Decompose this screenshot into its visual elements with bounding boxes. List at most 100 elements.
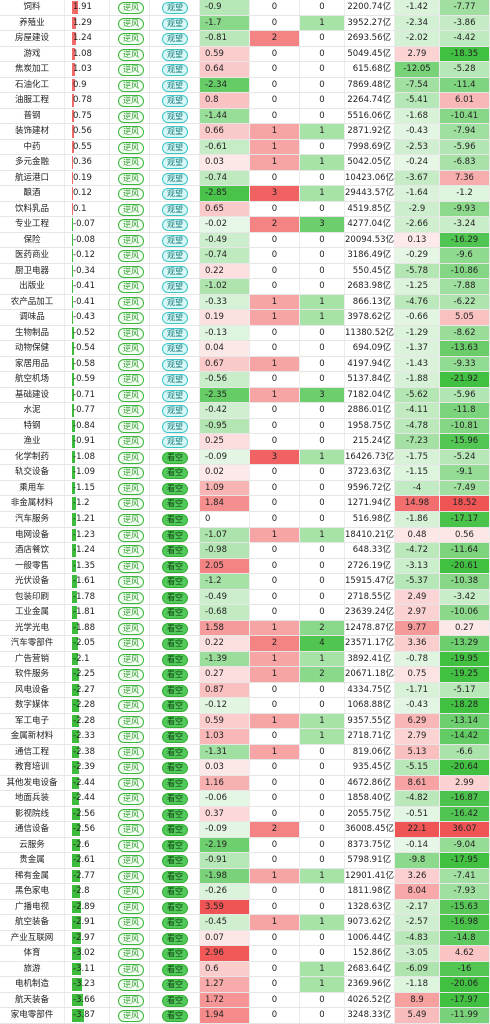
table-row: 影视院线 -2.56 逆风 看空 0.37 0 0 2055.75亿 -0.51 -16.42 — [0, 806, 490, 823]
table-cell: -5.96 — [440, 139, 490, 155]
table-cell: 云服务 — [0, 837, 65, 853]
table-cell: -7.77 — [440, 0, 490, 15]
tag: 观望 — [162, 250, 188, 263]
tag: 逆风 — [118, 870, 144, 883]
table-cell: -5.41 — [395, 93, 440, 108]
table-cell: 地面兵装 — [0, 791, 65, 806]
table-cell: 18410.21亿 — [345, 527, 395, 542]
table-cell: 逆风 — [110, 651, 150, 667]
table-row: 云服务 -2.6 逆风 看空 -2.19 0 0 8373.75亿 -0.14 -9.04 — [0, 837, 490, 854]
table-cell: -9.8 — [395, 853, 440, 868]
table-row: 医药商业 -0.12 逆风 观望 -0.74 0 0 3186.49亿 -0.29 -9.6 — [0, 248, 490, 264]
table-cell: -0.71 — [65, 387, 110, 403]
value-bar — [72, 621, 78, 635]
table-cell: 逆风 — [110, 263, 150, 279]
table-row: 石油化工 0.9 逆风 观望 -2.34 0 0 7869.48亿 -7.54 -11.4 — [0, 77, 490, 94]
table-cell: -2.53 — [395, 139, 440, 155]
table-cell: -6.6 — [440, 744, 490, 760]
table-cell: -0.98 — [200, 543, 250, 558]
tag: 观望 — [162, 405, 188, 418]
table-cell: 3978.62亿 — [345, 310, 395, 325]
cell-text: 0.78 — [73, 95, 92, 106]
table-cell: 5.13 — [395, 744, 440, 760]
table-cell: 0.8 — [200, 93, 250, 108]
table-cell: -17.97 — [440, 992, 490, 1008]
table-cell: -2.89 — [65, 899, 110, 915]
table-cell: 逆风 — [110, 279, 150, 294]
tag: 逆风 — [118, 374, 144, 387]
table-cell: -1.37 — [395, 341, 440, 356]
table-cell: 935.45亿 — [345, 760, 395, 775]
tag: 观望 — [162, 234, 188, 247]
tag: 逆风 — [118, 994, 144, 1007]
table-row: 广播电视 -2.89 逆风 看空 3.59 0 0 1328.63亿 -2.17 -15.63 — [0, 899, 490, 916]
cell-text: 1.24 — [73, 33, 92, 44]
tag: 逆风 — [118, 17, 144, 30]
table-cell: 0 — [250, 232, 300, 248]
table-cell: 2886.01亿 — [345, 403, 395, 418]
table-cell: 0.56 — [440, 527, 490, 542]
table-cell: 0 — [250, 837, 300, 853]
table-cell: 油服工程 — [0, 93, 65, 108]
table-cell: 4.62 — [440, 946, 490, 961]
table-cell: 0 — [300, 263, 345, 279]
tag: 逆风 — [118, 482, 144, 495]
tag: 看空 — [162, 793, 188, 806]
value-bar — [72, 435, 75, 448]
tag: 看空 — [162, 746, 188, 759]
table-cell: -11.99 — [440, 1008, 490, 1023]
value-bar — [72, 63, 76, 76]
table-cell: -8.62 — [440, 325, 490, 341]
table-cell: 0 — [300, 232, 345, 248]
table-row: 金属新材料 -2.33 逆风 看空 1.03 0 1 2718.71亿 2.79 -14.42 — [0, 729, 490, 745]
table-cell: 0 — [300, 837, 345, 853]
table-cell: 0 — [300, 605, 345, 620]
table-cell: 1 — [300, 713, 345, 729]
cell-text: -1.35 — [73, 560, 95, 571]
table-cell: 逆风 — [110, 31, 150, 46]
cell-text: -1.21 — [73, 514, 95, 524]
cell-text: -2.56 — [73, 808, 95, 819]
tag: 逆风 — [118, 1010, 144, 1023]
tag: 看空 — [162, 591, 188, 604]
table-cell: 5049.45亿 — [345, 46, 395, 62]
table-cell: 0 — [300, 93, 345, 108]
table-cell: -1.08 — [65, 449, 110, 465]
table-cell: -2.85 — [200, 186, 250, 201]
tag: 逆风 — [118, 855, 144, 868]
table-cell: 轨交设备 — [0, 465, 65, 480]
tag: 逆风 — [118, 33, 144, 46]
table-cell: -4.82 — [395, 791, 440, 806]
table-cell: 0 — [300, 46, 345, 62]
table-cell: -4.11 — [395, 403, 440, 418]
cell-text: -2.89 — [73, 901, 95, 912]
table-cell: -5.24 — [440, 449, 490, 465]
table-cell: -2.77 — [65, 868, 110, 884]
table-cell: -13.29 — [440, 636, 490, 651]
table-cell: 0 — [300, 899, 345, 915]
tag: 观望 — [162, 420, 188, 433]
table-cell: 0.25 — [200, 434, 250, 449]
table-cell: 观望 — [150, 294, 200, 310]
table-cell: -20.06 — [440, 977, 490, 992]
cell-text: 0.55 — [73, 141, 92, 152]
value-bar — [72, 47, 76, 61]
table-cell: 看空 — [150, 853, 200, 868]
table-cell: -0.12 — [200, 698, 250, 713]
table-cell: 4026.52亿 — [345, 992, 395, 1008]
table-cell: 2 — [250, 822, 300, 837]
table-cell: 观望 — [150, 325, 200, 341]
table-cell: -1.15 — [65, 480, 110, 496]
table-cell: 0 — [300, 744, 345, 760]
table-cell: -0.43 — [65, 310, 110, 325]
table-cell: 观望 — [150, 387, 200, 403]
table-cell: -0.41 — [65, 294, 110, 310]
table-cell: 看空 — [150, 605, 200, 620]
table-cell: 0.75 — [65, 108, 110, 124]
cell-text: -1.15 — [73, 482, 95, 493]
table-cell: 保险 — [0, 232, 65, 248]
table-cell: 648.33亿 — [345, 543, 395, 558]
table-cell: 看空 — [150, 543, 200, 558]
table-cell: 0 — [250, 791, 300, 806]
